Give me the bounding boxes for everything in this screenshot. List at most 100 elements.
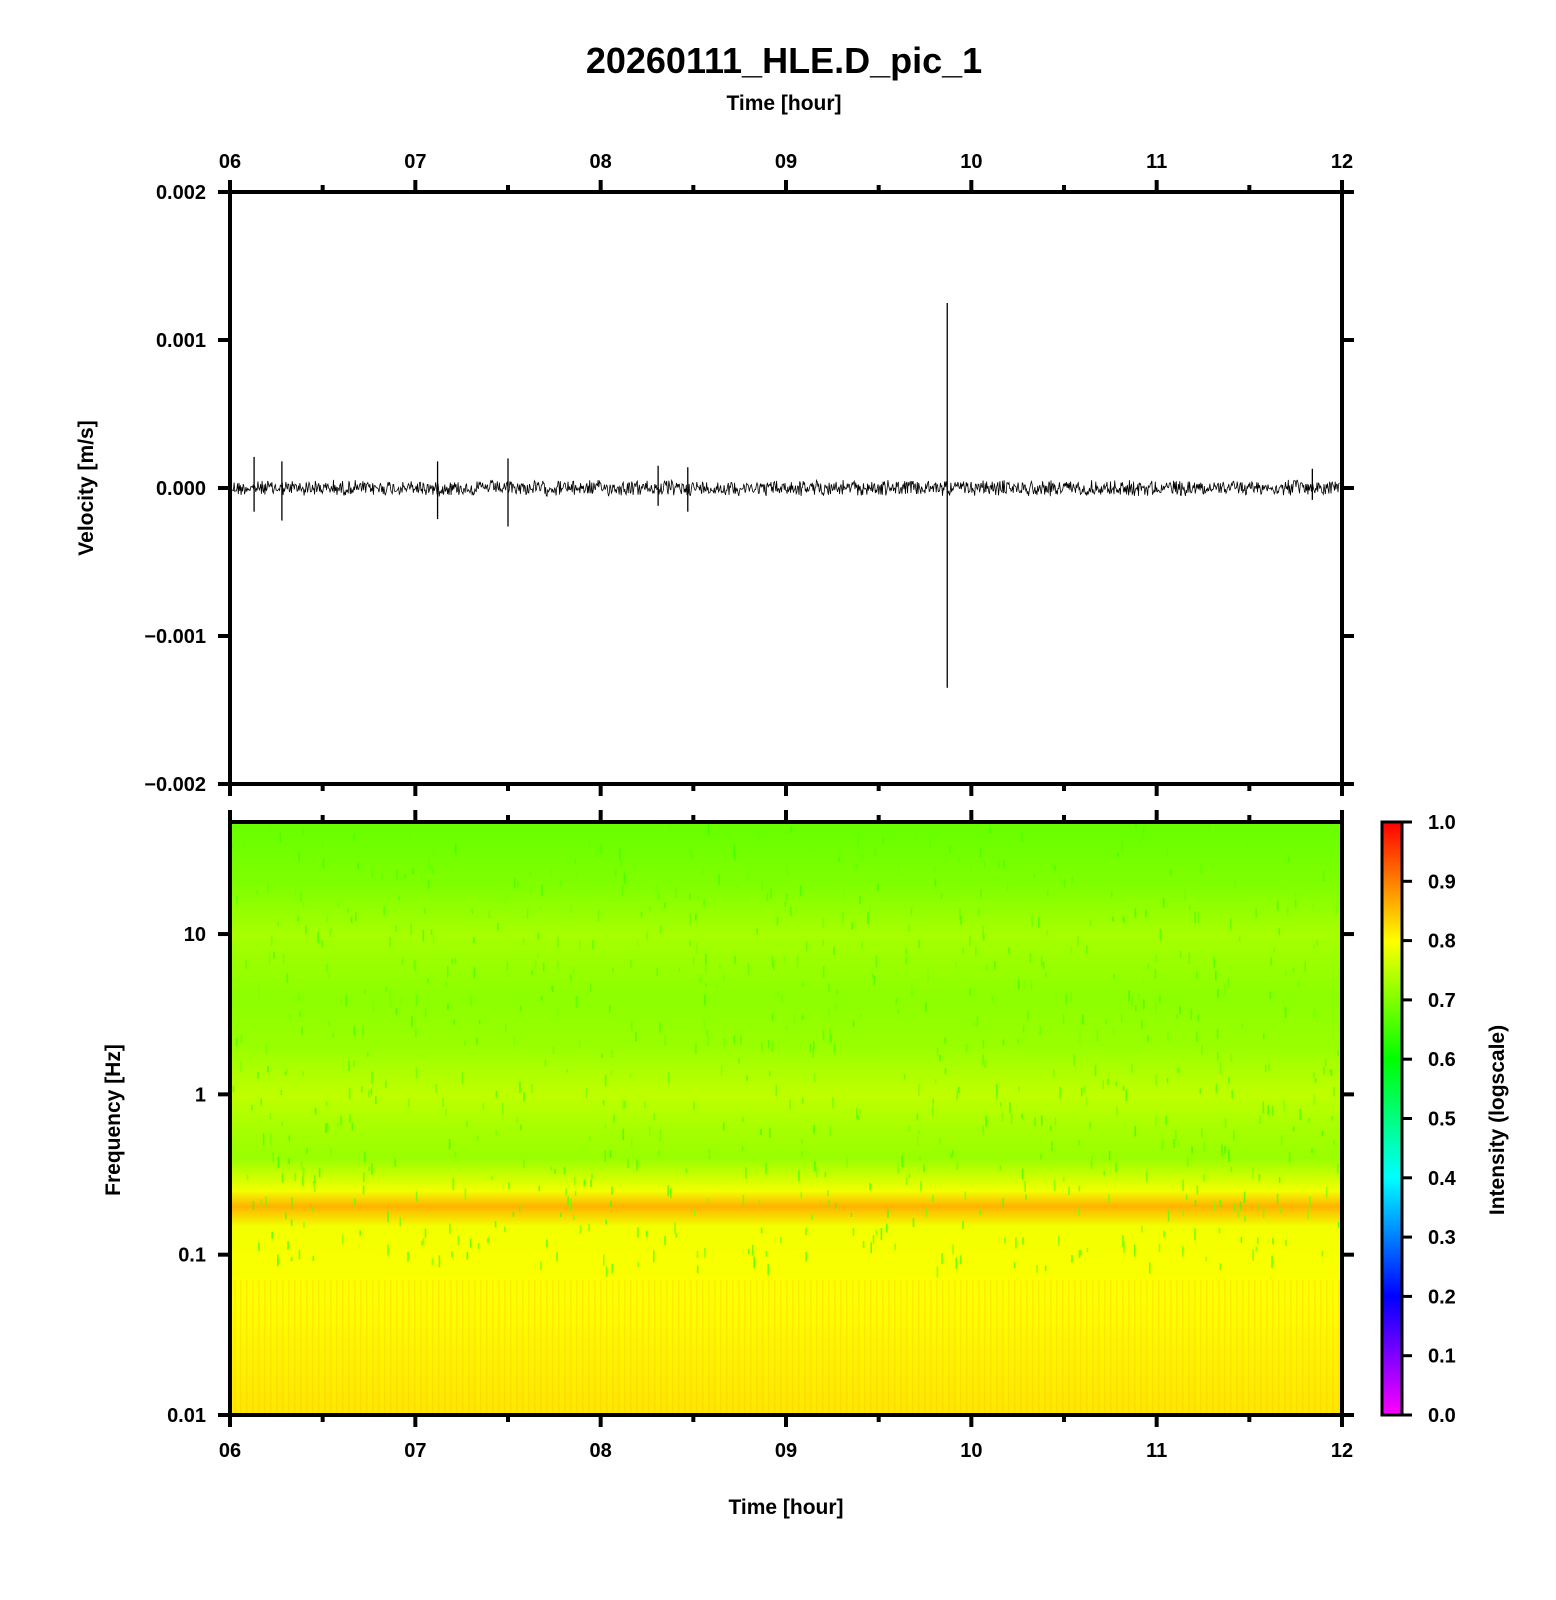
- spectrogram-speck: [476, 1135, 479, 1141]
- spectrogram-speck: [949, 846, 951, 854]
- spectrogram-speck: [882, 837, 885, 845]
- spectrogram-speck: [1203, 1141, 1206, 1152]
- spectrogram-speck: [779, 1237, 782, 1244]
- spectrogram-speck: [300, 1161, 303, 1170]
- spectrogram-speck: [445, 1109, 447, 1117]
- spectrogram-speck: [1044, 1265, 1047, 1271]
- spectrogram-speck: [579, 940, 581, 951]
- spectrogram-speck: [407, 1252, 409, 1262]
- spectrogram-speck: [246, 1175, 249, 1181]
- spectrogram-speck: [828, 1200, 830, 1208]
- spectrogram-speck: [1337, 1049, 1339, 1056]
- spectrogram-speck: [557, 961, 559, 970]
- spectrogram-speck: [802, 982, 804, 988]
- spectrogram-speck: [880, 1228, 883, 1240]
- spectrogram-speck: [1107, 1078, 1109, 1085]
- spectrogram-speck: [1237, 1210, 1240, 1218]
- spectrogram-speck: [1213, 1200, 1216, 1213]
- spectrogram-speck: [919, 1181, 922, 1192]
- spectrogram-speck: [897, 1163, 899, 1174]
- spectrogram-speck: [621, 885, 624, 897]
- spectrogram-speck: [1199, 1088, 1202, 1095]
- spectrogram-speck: [563, 1166, 566, 1175]
- spectrogram-speck: [1090, 1161, 1093, 1169]
- spectrogram-speck: [1034, 1117, 1036, 1127]
- spectrogram-speck: [412, 868, 414, 875]
- spectrogram-speck: [664, 822, 666, 833]
- spectrogram-speck: [934, 1079, 937, 1084]
- spectrogram-speck: [1312, 903, 1315, 910]
- spectrogram-speck: [286, 1068, 288, 1074]
- spectrogram-speck: [720, 1065, 723, 1077]
- spectrogram-speck: [613, 1114, 615, 1123]
- spectrogram-speck: [1125, 1089, 1128, 1101]
- spectrogram-speck: [785, 1026, 788, 1031]
- spectrogram-speck: [291, 1197, 293, 1210]
- spectrogram-speck: [1334, 865, 1337, 872]
- spectrogram-speck: [421, 1240, 423, 1246]
- spectrogram-speck: [454, 1151, 456, 1158]
- spectrogram-speck: [517, 881, 519, 888]
- colorbar-tick-label: 0.9: [1428, 871, 1456, 893]
- spectrogram-speck: [302, 1071, 304, 1077]
- spectrogram-speck: [383, 905, 385, 916]
- spectrogram-speck: [395, 1008, 398, 1016]
- spectrogram-speck: [1288, 1152, 1291, 1163]
- spectrogram-speck: [1262, 1207, 1265, 1218]
- spectrogram-speck: [523, 1092, 525, 1102]
- colorbar: 1.0 0.9 0.8 0.7 0.6 0.5 0.4 0.3 0.2 0.1 0.0 Intens…: [1380, 812, 1509, 1427]
- spectrogram-speck: [611, 1049, 613, 1058]
- spectrogram-speck: [589, 886, 591, 895]
- spectrogram-speck: [395, 925, 397, 933]
- spectrogram-speck: [708, 1148, 711, 1160]
- spectrogram-speck: [529, 870, 532, 877]
- spectrogram-speck: [326, 963, 328, 973]
- spectrogram-speck: [623, 872, 626, 884]
- spectrogram-speck: [771, 956, 774, 968]
- spectrogram-speck: [693, 1101, 695, 1111]
- spectrogram-speck: [1268, 1063, 1270, 1070]
- spectrogram-speck: [424, 908, 426, 914]
- spectrogram-speck: [659, 925, 662, 933]
- spectrogram-speck: [353, 1060, 355, 1067]
- spectrogram-speck: [835, 1203, 837, 1209]
- spectrogram-speck: [491, 1175, 493, 1181]
- spectrogram-speck: [461, 1072, 464, 1085]
- spectrogram-speck: [550, 1166, 552, 1171]
- spectrogram-speck: [1263, 1033, 1265, 1040]
- spectrogram-speck: [1230, 919, 1232, 931]
- spectrogram-speck: [905, 948, 908, 955]
- spectrogram-speck: [918, 1083, 920, 1096]
- spectrogram-speck: [605, 1219, 607, 1225]
- spectrogram-speck: [734, 956, 736, 965]
- spectrogram-speck: [1112, 916, 1114, 922]
- spectrogram-speck: [1021, 1168, 1024, 1180]
- spectrogram-speck: [351, 1122, 354, 1131]
- spectrogram-speck: [413, 960, 415, 970]
- spectrogram-speck: [828, 983, 830, 992]
- spectrogram-speck: [589, 1136, 591, 1141]
- spectrogram-speck: [1133, 1244, 1136, 1257]
- spectrogram-speck: [1200, 864, 1203, 874]
- spectrogram-speck: [703, 898, 705, 907]
- spectrogram-speck: [1337, 1222, 1340, 1228]
- spectrogram-speck: [761, 1042, 763, 1052]
- spectrogram-speck: [362, 1028, 364, 1036]
- spectrogram-speck: [767, 1264, 769, 1276]
- spectrogram-speck: [375, 1096, 377, 1104]
- spectrogram-speck: [1272, 1238, 1274, 1245]
- spectrogram-speck: [290, 1257, 293, 1262]
- colorbar-label: Intensity (logscale): [1486, 1025, 1509, 1215]
- spectrogram-speck: [637, 1160, 639, 1166]
- spectrogram-speck: [627, 1158, 629, 1168]
- spectrogram-speck: [742, 1195, 745, 1206]
- x-tick-label: 12: [1331, 151, 1353, 173]
- spectrogram-speck: [675, 1233, 678, 1238]
- spectrogram-speck: [277, 1258, 280, 1265]
- spectrogram-speck: [1285, 1239, 1287, 1246]
- spectrogram-speck: [695, 914, 697, 921]
- spectrogram-speck: [1238, 936, 1241, 942]
- spectrogram-speck: [1063, 879, 1066, 888]
- spectrogram-speck: [313, 1185, 316, 1193]
- spectrogram-speck: [258, 985, 260, 997]
